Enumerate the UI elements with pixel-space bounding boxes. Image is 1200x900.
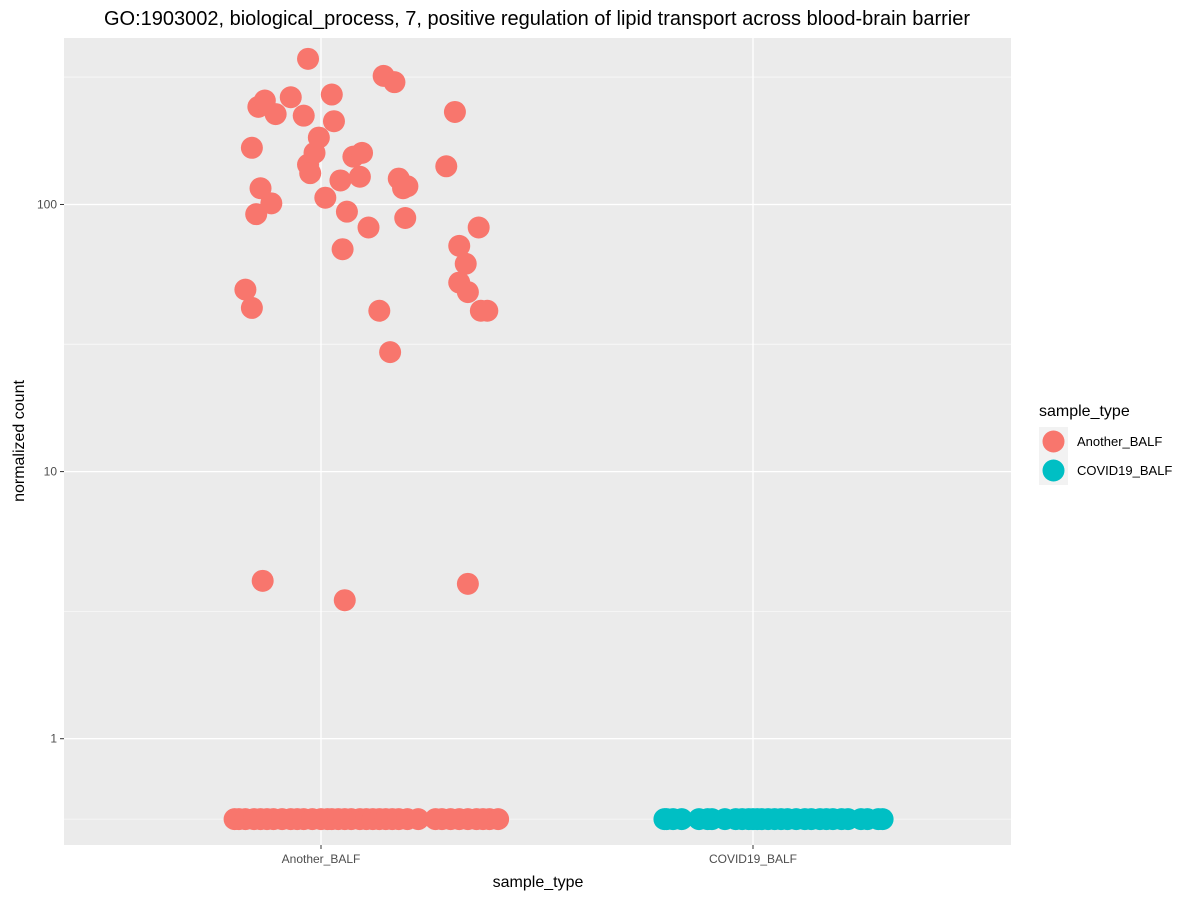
data-point [234,278,257,301]
data-point [299,162,322,185]
legend-title: sample_type [1039,403,1130,420]
data-point [368,299,391,322]
data-point [314,186,337,209]
data-point [396,175,419,198]
data-point [331,238,354,261]
data-point [292,104,315,127]
data-point [260,192,283,215]
data-point [487,808,510,831]
data-point [264,103,287,126]
data-point [240,136,263,159]
data-points [223,47,894,831]
data-point [379,341,402,364]
x-axis: Another_BALF COVID19_BALF [282,845,797,866]
legend-label: COVID19_BALF [1077,463,1172,478]
data-point [448,234,471,257]
data-point [322,110,345,133]
legend-label: Another_BALF [1077,434,1162,449]
data-point [394,206,417,229]
plot-panel [64,38,1011,845]
data-point [320,83,343,106]
data-point [251,569,274,592]
data-point [307,126,330,149]
chart-title: GO:1903002, biological_process, 7, posit… [104,8,970,30]
x-tick-label: COVID19_BALF [709,852,797,866]
y-tick-label: 100 [37,197,57,211]
x-axis-title: sample_type [493,874,584,891]
data-point [333,589,356,612]
data-point [435,155,458,178]
data-point [351,141,374,164]
data-point [454,252,477,275]
data-point [407,808,430,831]
y-tick-label: 10 [44,465,58,479]
y-axis-title: normalized count [11,380,28,502]
data-point [443,100,466,123]
data-point [383,71,406,94]
data-point [670,808,693,831]
data-point [456,281,479,304]
data-point [279,86,302,109]
data-point [655,808,678,831]
data-point [297,47,320,70]
legend-key-point [1042,430,1065,453]
y-axis: 1 10 100 [37,197,64,746]
data-point [476,299,499,322]
data-point [456,572,479,595]
x-tick-label: Another_BALF [282,852,361,866]
data-point [329,169,352,192]
legend: sample_type Another_BALF COVID19_BALF [1039,403,1172,485]
data-point [240,296,263,319]
data-point [348,165,371,188]
data-point [467,216,490,239]
data-point [871,808,894,831]
legend-key-point [1042,459,1065,482]
data-point [357,216,380,239]
data-point [335,200,358,223]
major-gridlines [64,38,1011,845]
y-tick-label: 1 [50,732,57,746]
